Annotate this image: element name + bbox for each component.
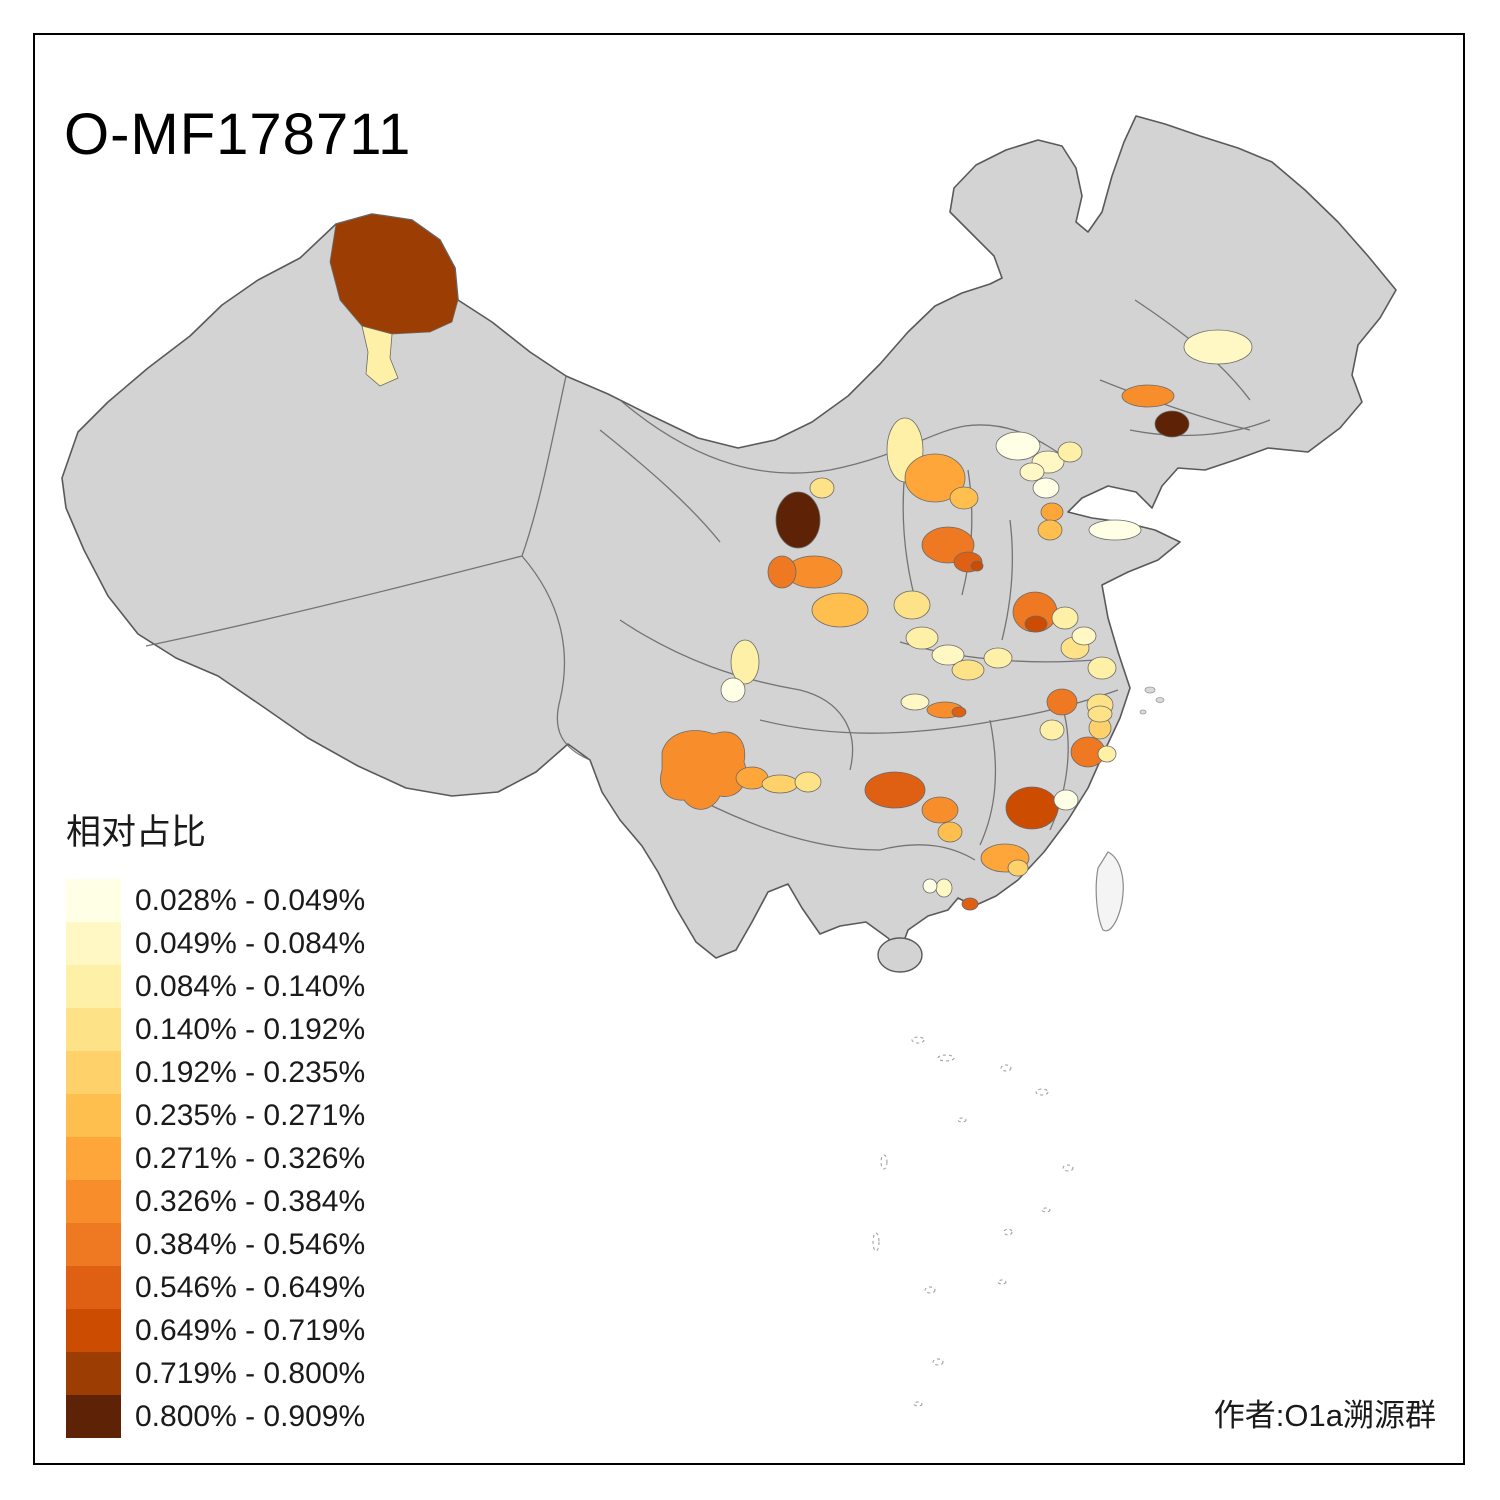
legend-label: 0.800% - 0.909% (135, 1399, 366, 1433)
colored-regions (329, 213, 1253, 911)
legend-label: 0.546% - 0.649% (135, 1270, 366, 1304)
legend-label: 0.326% - 0.384% (135, 1184, 366, 1218)
choropleth-region (775, 491, 821, 549)
legend-swatch (66, 879, 121, 922)
legend-row: 0.049% - 0.084% (66, 922, 365, 965)
attribution: 作者:O1a溯源群 (1213, 1398, 1436, 1433)
taiwan-island (1095, 851, 1124, 932)
choropleth-region (995, 431, 1041, 461)
choropleth-region (893, 590, 931, 620)
legend-swatch (66, 1180, 121, 1223)
choropleth-region (922, 878, 938, 894)
choropleth-region (730, 639, 760, 685)
choropleth-region (864, 771, 926, 809)
legend-row: 0.235% - 0.271% (66, 1094, 365, 1137)
legend-label: 0.271% - 0.326% (135, 1141, 366, 1175)
choropleth-region (1053, 789, 1079, 811)
legend-row: 0.271% - 0.326% (66, 1137, 365, 1180)
choropleth-region (1051, 606, 1079, 630)
coastal-islets (1139, 686, 1165, 715)
choropleth-region (660, 730, 747, 810)
legend-label: 0.649% - 0.719% (135, 1313, 366, 1347)
choropleth-region (951, 706, 967, 718)
choropleth-region (935, 878, 953, 898)
legend-row: 0.719% - 0.800% (66, 1352, 365, 1395)
plot-border (33, 33, 1465, 1465)
choropleth-region (904, 453, 966, 503)
choropleth-region (1087, 705, 1113, 723)
choropleth-region (1154, 410, 1190, 438)
plot-title: O-MF178711 (64, 101, 412, 167)
choropleth-region (1046, 688, 1078, 716)
legend-row: 0.192% - 0.235% (66, 1051, 365, 1094)
legend: 相对占比 0.028% - 0.049% 0.049% - 0.084% 0.084… (66, 804, 365, 1438)
legend-swatch (66, 1352, 121, 1395)
legend-swatch (66, 1223, 121, 1266)
legend-swatch (66, 1008, 121, 1051)
legend-rows: 0.028% - 0.049% 0.049% - 0.084% 0.084% - 0… (66, 879, 365, 1438)
choropleth-region (1057, 441, 1083, 463)
choropleth-region (329, 213, 459, 335)
south-china-sea-islands (872, 1036, 1074, 1407)
choropleth-region (900, 693, 930, 711)
choropleth-region (1039, 719, 1065, 741)
choropleth-region (720, 677, 746, 703)
choropleth-region (1121, 384, 1175, 408)
legend-row: 0.326% - 0.384% (66, 1180, 365, 1223)
legend-swatch (66, 1137, 121, 1180)
legend-row: 0.649% - 0.719% (66, 1309, 365, 1352)
choropleth-region (1040, 502, 1064, 522)
choropleth-region (1087, 656, 1117, 680)
choropleth-region (1007, 859, 1029, 877)
legend-label: 0.084% - 0.140% (135, 969, 366, 1003)
choropleth-region (1088, 519, 1142, 541)
choropleth-region (809, 477, 835, 499)
legend-row: 0.084% - 0.140% (66, 965, 365, 1008)
choropleth-region (1183, 329, 1253, 365)
choropleth-region (1097, 745, 1117, 763)
legend-row: 0.546% - 0.649% (66, 1266, 365, 1309)
legend-swatch (66, 1051, 121, 1094)
choropleth-region (767, 555, 797, 589)
choropleth-region (937, 821, 963, 843)
legend-label: 0.028% - 0.049% (135, 883, 366, 917)
legend-swatch (66, 965, 121, 1008)
choropleth-region (1005, 786, 1059, 830)
legend-row: 0.028% - 0.049% (66, 879, 365, 922)
choropleth-region (1071, 626, 1097, 646)
legend-label: 0.192% - 0.235% (135, 1055, 366, 1089)
choropleth-region (970, 560, 984, 572)
choropleth-region (951, 659, 985, 681)
legend-swatch (66, 1266, 121, 1309)
legend-title: 相对占比 (66, 813, 207, 852)
choropleth-region (921, 796, 959, 824)
choropleth-region (1024, 615, 1048, 633)
legend-row: 0.800% - 0.909% (66, 1395, 365, 1438)
choropleth-region (761, 774, 799, 794)
choropleth-region (905, 626, 939, 650)
choropleth-region (1037, 519, 1063, 541)
legend-label: 0.384% - 0.546% (135, 1227, 366, 1261)
choropleth-region (983, 647, 1013, 669)
legend-swatch (66, 1094, 121, 1137)
legend-label: 0.719% - 0.800% (135, 1356, 366, 1390)
choropleth-region (931, 644, 965, 666)
legend-swatch (66, 922, 121, 965)
choropleth-region (811, 592, 869, 628)
legend-label: 0.140% - 0.192% (135, 1012, 366, 1046)
legend-row: 0.384% - 0.546% (66, 1223, 365, 1266)
choropleth-region (961, 897, 979, 911)
legend-swatch (66, 1309, 121, 1352)
legend-label: 0.049% - 0.084% (135, 926, 366, 960)
choropleth-region (794, 771, 822, 793)
legend-swatch (66, 1395, 121, 1438)
choropleth-region (1019, 462, 1045, 482)
choropleth-region (361, 325, 399, 387)
hainan-island (877, 937, 923, 973)
choropleth-region (1032, 477, 1060, 499)
legend-row: 0.140% - 0.192% (66, 1008, 365, 1051)
choropleth-region (949, 486, 979, 510)
legend-label: 0.235% - 0.271% (135, 1098, 366, 1132)
